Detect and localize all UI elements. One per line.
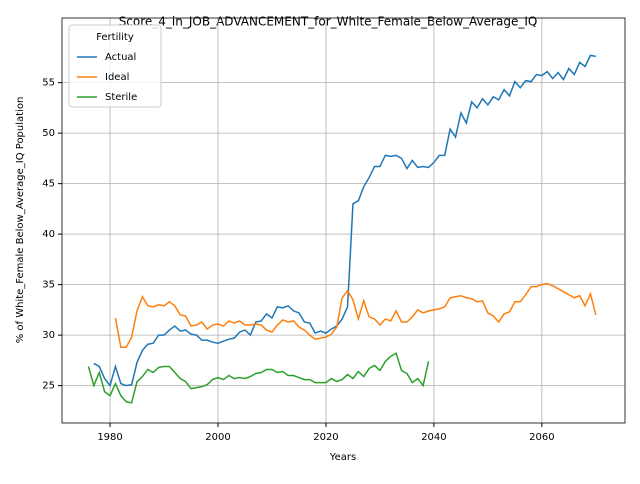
line-series	[93, 54, 596, 388]
legend-label: Actual	[105, 52, 136, 63]
line-series	[114, 282, 597, 348]
legend-title: Fertility	[96, 32, 134, 43]
chart-title: Score_4_in_JOB_ADVANCEMENT_for_White_Fem…	[119, 15, 538, 29]
plot-frame	[61, 17, 626, 424]
y-axis-label: % of White_Female Below_Average_IQ Popul…	[15, 97, 26, 344]
y-tick-label: 25	[42, 381, 55, 392]
y-tick-label: 45	[42, 179, 55, 190]
x-tick-label: 2000	[205, 432, 230, 443]
x-tick-label: 2060	[529, 432, 554, 443]
x-tick-label: 2020	[313, 432, 338, 443]
y-tick-label: 40	[42, 229, 55, 240]
y-tick-label: 50	[42, 128, 55, 139]
x-tick-label: 2040	[421, 432, 446, 443]
y-tick-label: 35	[42, 280, 55, 291]
line-series	[87, 352, 430, 404]
x-tick-label: 1980	[97, 432, 122, 443]
x-axis-label: Years	[329, 452, 356, 463]
y-tick-label: 30	[42, 330, 55, 341]
legend-box	[68, 24, 162, 108]
legend-label: Ideal	[105, 72, 129, 83]
legend-label: Sterile	[105, 92, 137, 103]
y-tick-label: 55	[42, 78, 55, 89]
